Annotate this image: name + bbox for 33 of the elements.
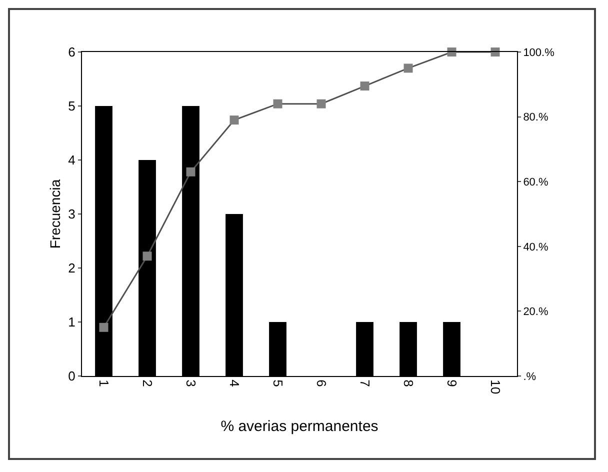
- point: [142, 252, 152, 261]
- x-tick-label: 8: [401, 380, 416, 387]
- y2-tick-label: 60.%: [523, 176, 548, 188]
- y-tick-label: 1: [68, 314, 76, 330]
- y-tick-label: 0: [68, 368, 76, 384]
- y-axis-title: Frecuencia: [46, 179, 63, 249]
- y2-tick-label: 40.%: [523, 241, 548, 254]
- x-tick-label: 4: [227, 380, 242, 387]
- point: [186, 167, 196, 176]
- point: [273, 99, 282, 108]
- point: [99, 322, 108, 332]
- y-tick-label: 6: [68, 44, 76, 60]
- x-tick-label: 6: [314, 380, 330, 387]
- y-tick-label: 5: [68, 98, 76, 114]
- x-tick-label: 5: [270, 380, 286, 387]
- x-tick-label: 10: [488, 380, 504, 394]
- y2-tick-label: .%: [523, 370, 536, 383]
- y2-tick-label: 100.%: [523, 46, 555, 59]
- x-tick-label: 7: [358, 380, 373, 387]
- y-tick-label: 4: [68, 152, 76, 168]
- y2-tick-label: 20.%: [523, 306, 548, 318]
- point: [360, 82, 370, 91]
- point: [230, 116, 239, 125]
- x-axis-title: % averias permanentes: [220, 418, 378, 435]
- x-tick-label: 1: [96, 380, 112, 387]
- y-tick-label: 2: [68, 260, 76, 276]
- x-tick-label: 3: [184, 380, 199, 387]
- x-tick-label: 9: [444, 380, 460, 387]
- y2-tick-label: 80.%: [523, 112, 548, 124]
- point: [316, 99, 326, 108]
- y-tick-label: 3: [68, 206, 76, 222]
- x-tick-label: 2: [140, 380, 156, 387]
- point: [404, 64, 413, 73]
